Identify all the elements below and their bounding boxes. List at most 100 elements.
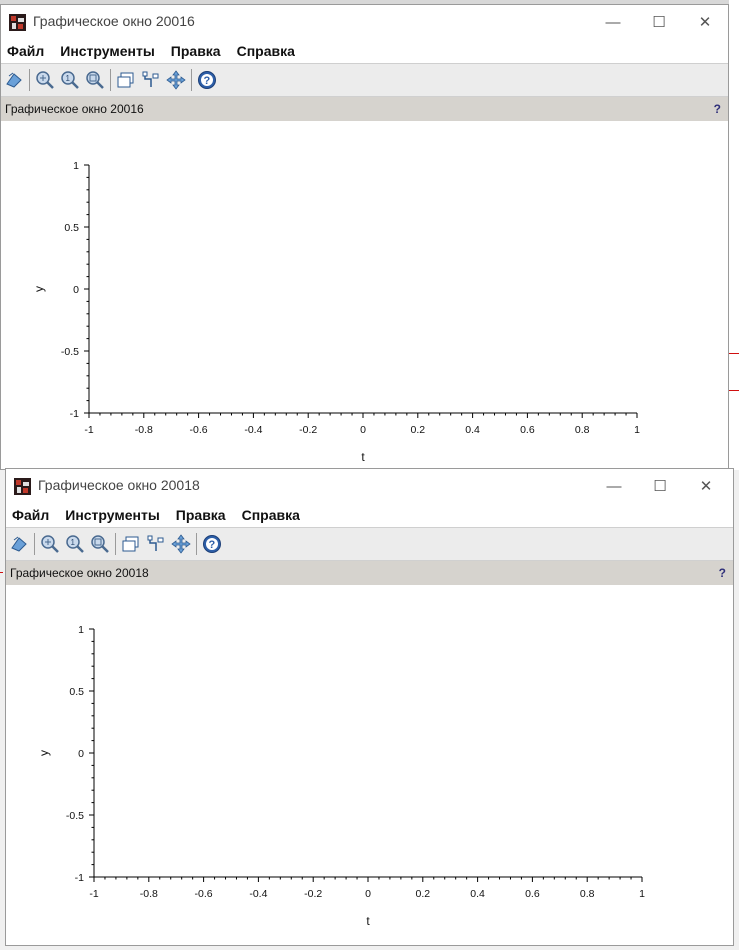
plot-axes: -1 -0.8 -0.6 -0.4 -0.2 0 0.2 0.4 0.6 0.8 1 1 0.5 0 -0.…	[32, 160, 640, 464]
dock-title: Графическое окно 20016	[5, 102, 144, 116]
pan-icon[interactable]	[170, 533, 192, 555]
toolbar-separator	[191, 69, 192, 91]
svg-text:?: ?	[209, 539, 216, 551]
y-tick-label: -1	[75, 872, 84, 884]
dock-help-button[interactable]: ?	[713, 102, 721, 116]
x-tick-label: 0.2	[410, 424, 425, 436]
title-bar[interactable]: Графическое окно 20016 — ☐ ✕	[1, 5, 728, 39]
menu-tools[interactable]: Инструменты	[65, 507, 160, 523]
title-bar[interactable]: Графическое окно 20018 — ☐ ✕	[6, 469, 733, 503]
data-edit-icon[interactable]	[145, 533, 167, 555]
y-tick-label: 0	[73, 284, 79, 296]
axis-lines	[88, 165, 637, 414]
toolbar-separator	[34, 533, 35, 555]
y-tick-label: 0	[78, 748, 84, 760]
x-tick-label: -1	[84, 424, 93, 436]
y-tick-label: -0.5	[61, 346, 79, 358]
x-tick-label: 0	[365, 888, 371, 900]
x-tick-label: -0.6	[195, 888, 213, 900]
x-tick-label: 0.6	[525, 888, 540, 900]
menu-bar: Файл Инструменты Правка Справка	[6, 503, 733, 528]
plot-axes: -1 -0.8 -0.6 -0.4 -0.2 0 0.2 0.4 0.6 0.8 1 1 0.5 0 -0.…	[37, 624, 645, 928]
pan-icon[interactable]	[165, 69, 187, 91]
x-tick-label: 0.6	[520, 424, 535, 436]
rotate-icon[interactable]	[8, 533, 30, 555]
toolbar-separator	[110, 69, 111, 91]
zoom-original-icon[interactable]: 1	[64, 533, 86, 555]
background-red-line	[729, 353, 739, 354]
window-title: Графическое окно 20018	[38, 477, 200, 493]
menu-help[interactable]: Справка	[236, 43, 295, 59]
x-tick-label: 0.4	[465, 424, 480, 436]
x-axis-label: t	[366, 914, 370, 928]
maximize-button[interactable]: ☐	[653, 478, 667, 495]
x-tick-label: 0.2	[415, 888, 430, 900]
x-tick-label: 0	[360, 424, 366, 436]
toolbar-separator	[115, 533, 116, 555]
background-window-edge	[729, 0, 739, 470]
menu-edit[interactable]: Правка	[170, 43, 221, 59]
menu-file[interactable]: Файл	[12, 507, 50, 523]
zoom-in-icon[interactable]	[34, 69, 56, 91]
graphic-window-20016: Графическое окно 20016 — ☐ ✕ Файл Инстру…	[0, 4, 729, 470]
y-tick-label: 1	[73, 160, 79, 172]
datatip-icon[interactable]	[115, 69, 137, 91]
dock-title-bar[interactable]: Графическое окно 20018 ?	[6, 561, 733, 585]
y-axis-label: y	[32, 286, 46, 292]
close-button[interactable]: ✕	[698, 14, 712, 31]
x-tick-label: 0.8	[580, 888, 595, 900]
toolbar-separator	[29, 69, 30, 91]
close-button[interactable]: ✕	[699, 478, 713, 495]
data-edit-icon[interactable]	[140, 69, 162, 91]
background-window-strip	[0, 0, 739, 6]
svg-text:1: 1	[66, 74, 71, 83]
help-icon[interactable]: ?	[201, 533, 223, 555]
y-tick-label: 0.5	[69, 686, 84, 698]
x-tick-label: -1	[89, 888, 98, 900]
x-tick-label: 0.4	[470, 888, 485, 900]
y-tick-label: -0.5	[66, 810, 84, 822]
menu-edit[interactable]: Правка	[175, 507, 226, 523]
x-tick-label: -0.8	[140, 888, 158, 900]
y-tick-label: -1	[70, 408, 79, 420]
scilab-app-icon	[14, 478, 31, 495]
zoom-area-icon[interactable]	[89, 533, 111, 555]
y-tick-label: 0.5	[64, 222, 79, 234]
dock-title-bar[interactable]: Графическое окно 20016 ?	[1, 97, 728, 121]
plot-canvas[interactable]: -1 -0.8 -0.6 -0.4 -0.2 0 0.2 0.4 0.6 0.8 1 1 0.5 0 -0.…	[6, 585, 733, 945]
svg-text:?: ?	[204, 75, 211, 87]
x-axis-label: t	[361, 450, 365, 464]
y-tick-label: 1	[78, 624, 84, 636]
rotate-icon[interactable]	[3, 69, 25, 91]
x-tick-label: -0.4	[249, 888, 267, 900]
scilab-app-icon	[9, 14, 26, 31]
x-tick-label: -0.6	[190, 424, 208, 436]
dock-title: Графическое окно 20018	[10, 566, 149, 580]
y-axis-label: y	[37, 750, 51, 756]
dock-help-button[interactable]: ?	[718, 566, 726, 580]
menu-help[interactable]: Справка	[241, 507, 300, 523]
minimize-button[interactable]: —	[606, 477, 622, 495]
maximize-button[interactable]: ☐	[652, 14, 666, 31]
menu-file[interactable]: Файл	[7, 43, 45, 59]
zoom-original-icon[interactable]: 1	[59, 69, 81, 91]
x-tick-label: -0.2	[299, 424, 317, 436]
menu-bar: Файл Инструменты Правка Справка	[1, 39, 728, 64]
background-red-line	[729, 390, 739, 391]
datatip-icon[interactable]	[120, 533, 142, 555]
plot-canvas[interactable]: -1 -0.8 -0.6 -0.4 -0.2 0 0.2 0.4 0.6 0.8 1 1 0.5 0 -0.…	[1, 121, 728, 469]
background-red-line	[0, 572, 3, 573]
x-tick-label: -0.2	[304, 888, 322, 900]
help-icon[interactable]: ?	[196, 69, 218, 91]
window-title: Графическое окно 20016	[33, 13, 195, 29]
graphic-window-20018: Графическое окно 20018 — ☐ ✕ Файл Инстру…	[5, 468, 734, 946]
minimize-button[interactable]: —	[605, 13, 621, 31]
zoom-in-icon[interactable]	[39, 533, 61, 555]
menu-tools[interactable]: Инструменты	[60, 43, 155, 59]
zoom-area-icon[interactable]	[84, 69, 106, 91]
x-tick-label: 0.8	[575, 424, 590, 436]
toolbar: 1 ?	[1, 64, 728, 97]
x-tick-label: 1	[634, 424, 640, 436]
toolbar: 1 ?	[6, 528, 733, 561]
x-tick-label: -0.8	[135, 424, 153, 436]
